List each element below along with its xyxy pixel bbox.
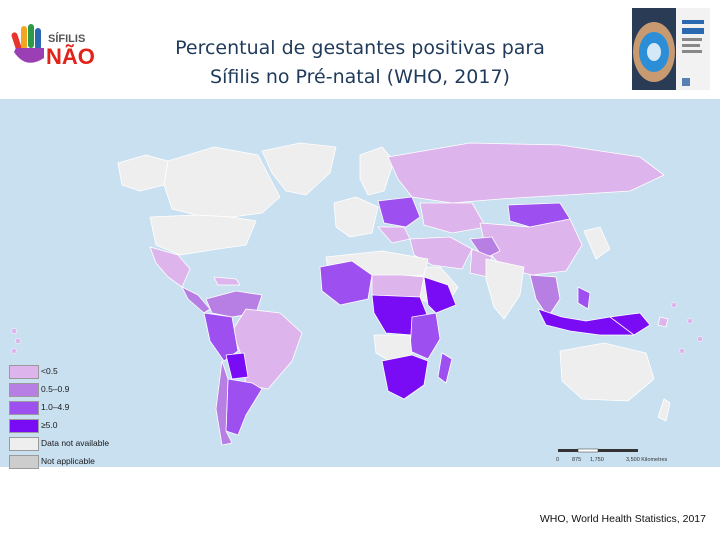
source-citation: WHO, World Health Statistics, 2017 xyxy=(539,513,706,525)
region-new-zealand xyxy=(657,398,671,422)
region-russia xyxy=(387,142,665,204)
legend-swatch xyxy=(9,419,39,433)
legend-item: 0.5–0.9 xyxy=(9,382,149,398)
legend-item: ≥5.0 xyxy=(9,418,149,434)
logo-text-main: NÃO xyxy=(46,44,95,69)
map-legend: <0.5 0.5–0.9 1.0–4.9 ≥5.0 Data not avail… xyxy=(9,364,149,472)
hand-logo-icon xyxy=(11,24,44,63)
legend-item: 1.0–4.9 xyxy=(9,400,149,416)
island-marker xyxy=(11,348,17,354)
region-caribbean xyxy=(213,276,241,286)
sifilis-nao-logo: SÍFILIS NÃO xyxy=(11,24,95,69)
region-greenland xyxy=(261,142,337,196)
legend-swatch xyxy=(9,383,39,397)
island-marker xyxy=(697,336,703,342)
region-madagascar xyxy=(437,352,453,384)
region-southern-africa xyxy=(381,354,429,400)
region-scandinavia xyxy=(359,146,395,196)
region-chile xyxy=(215,360,233,446)
legend-label: Data not available xyxy=(41,438,110,448)
region-bolivia xyxy=(225,352,249,380)
legend-swatch xyxy=(9,401,39,415)
legend-item: Not applicable xyxy=(9,454,149,470)
region-western-europe xyxy=(333,196,379,238)
legend-label: <0.5 xyxy=(41,366,58,376)
region-kazakhstan xyxy=(419,202,487,234)
region-west-africa xyxy=(319,260,373,306)
region-philippines xyxy=(577,286,591,310)
region-horn-of-africa xyxy=(423,276,457,314)
island-marker xyxy=(15,338,21,344)
scale-tick-3: 3,500 Kilometres xyxy=(626,457,668,463)
legend-swatch xyxy=(9,365,39,379)
region-korea-japan xyxy=(583,226,611,260)
region-usa xyxy=(149,214,257,256)
scale-bar: 0 875 1,750 3,500 Kilometres xyxy=(556,448,668,463)
scale-tick-0: 0 xyxy=(556,457,559,463)
legend-swatch xyxy=(9,455,39,469)
region-canada xyxy=(163,146,281,218)
legend-item: <0.5 xyxy=(9,364,149,380)
page-title: Percentual de gestantes positivas para S… xyxy=(120,34,600,92)
world-map xyxy=(0,99,720,467)
report-cover-pregnant-belly-icon xyxy=(632,8,710,90)
legend-item: Data not available xyxy=(9,436,149,452)
region-mainland-se-asia xyxy=(529,274,561,318)
legend-label: Not applicable xyxy=(41,456,95,466)
region-australia xyxy=(559,342,655,402)
region-india xyxy=(485,258,525,320)
island-marker xyxy=(671,302,677,308)
logo-text-top: SÍFILIS xyxy=(48,32,85,45)
legend-label: ≥5.0 xyxy=(41,420,58,430)
region-central-america xyxy=(181,286,211,314)
region-pacific-islands xyxy=(657,316,669,328)
legend-label: 0.5–0.9 xyxy=(41,384,70,394)
page-title-line-1: Percentual de gestantes positivas para xyxy=(175,37,545,59)
legend-swatch xyxy=(9,437,39,451)
region-papua xyxy=(609,312,651,336)
island-marker xyxy=(11,328,17,334)
legend-label: 1.0–4.9 xyxy=(41,402,70,412)
scale-tick-1: 875 xyxy=(572,457,581,463)
island-marker xyxy=(679,348,685,354)
page-title-line-2: Sífilis no Pré-natal (WHO, 2017) xyxy=(210,66,510,88)
region-eastern-europe xyxy=(377,196,421,228)
island-marker xyxy=(687,318,693,324)
scale-tick-2: 1,750 xyxy=(590,457,604,463)
